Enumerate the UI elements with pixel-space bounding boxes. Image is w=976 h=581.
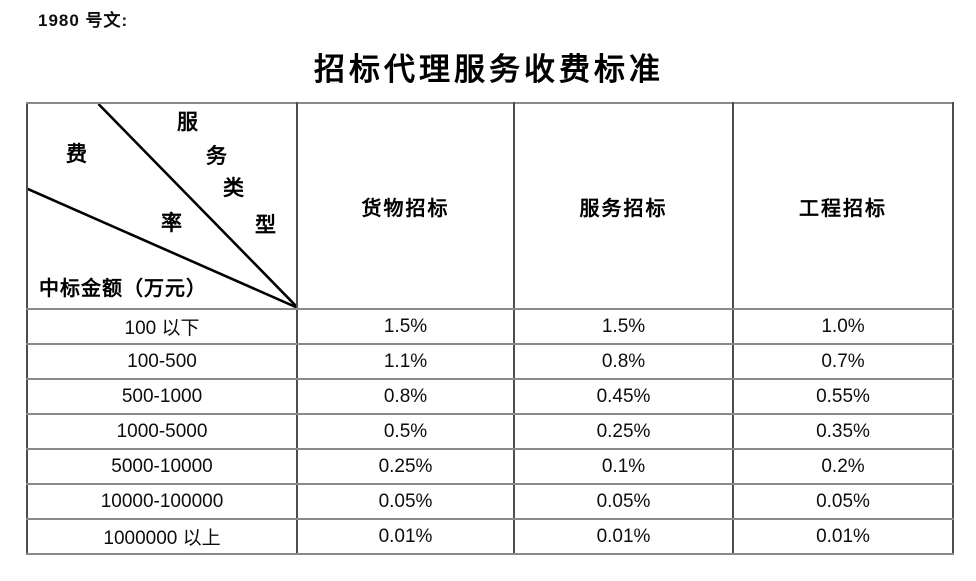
fee-value-cell: 0.05%: [732, 483, 954, 520]
table-row: 10000-100000 0.05% 0.05% 0.05%: [26, 483, 954, 520]
fee-value-cell: 0.55%: [732, 378, 954, 415]
fee-value-cell: 0.5%: [296, 413, 515, 450]
fee-value-cell: 0.01%: [732, 518, 954, 555]
fee-value-cell: 0.1%: [513, 448, 734, 485]
amount-range-cell: 1000-5000: [26, 413, 298, 450]
fee-value-cell: 0.25%: [513, 413, 734, 450]
page-title: 招标代理服务收费标准: [314, 52, 664, 88]
table-row: 1000-5000 0.5% 0.25% 0.35%: [26, 413, 954, 450]
corner-label-service-char3: 类: [223, 175, 244, 200]
amount-range-cell: 1000000 以上: [26, 518, 298, 555]
fee-value-cell: 0.7%: [732, 343, 954, 380]
amount-range-cell: 5000-10000: [26, 448, 298, 485]
diagonal-corner-cell: 服 费 务 类 率 型 中标金额（万元）: [26, 102, 298, 310]
header-row: 服 费 务 类 率 型 中标金额（万元） 货物招标 服务招标 工程招标: [26, 102, 954, 310]
fee-standard-table: 服 费 务 类 率 型 中标金额（万元） 货物招标 服务招标 工程招标 100 …: [26, 102, 954, 555]
fee-value-cell: 0.35%: [732, 413, 954, 450]
amount-range-cell: 100-500: [26, 343, 298, 380]
table-row: 100 以下 1.5% 1.5% 1.0%: [26, 308, 954, 345]
fee-value-cell: 0.05%: [513, 483, 734, 520]
corner-label-fee-char2: 率: [161, 210, 182, 235]
amount-range-cell: 100 以下: [26, 308, 298, 345]
fee-value-cell: 0.8%: [513, 343, 734, 380]
amount-range-cell: 10000-100000: [26, 483, 298, 520]
fee-value-cell: 0.25%: [296, 448, 515, 485]
diagonal-lines: [28, 104, 296, 308]
corner-label-amount: 中标金额（万元）: [39, 276, 207, 300]
fee-value-cell: 1.1%: [296, 343, 515, 380]
amount-range-cell: 500-1000: [26, 378, 298, 415]
fee-value-cell: 0.05%: [296, 483, 515, 520]
corner-label-fee-char1: 费: [66, 141, 87, 166]
table-row: 1000000 以上 0.01% 0.01% 0.01%: [26, 518, 954, 555]
fee-value-cell: 0.01%: [513, 518, 734, 555]
table-row: 500-1000 0.8% 0.45% 0.55%: [26, 378, 954, 415]
fee-value-cell: 0.45%: [513, 378, 734, 415]
column-header-goods-bidding: 货物招标: [296, 102, 515, 310]
column-header-engineering-bidding: 工程招标: [732, 102, 954, 310]
corner-label-service-char1: 服: [177, 109, 198, 134]
corner-label-service-char2: 务: [206, 143, 227, 168]
fee-value-cell: 0.01%: [296, 518, 515, 555]
table-row: 5000-10000 0.25% 0.1% 0.2%: [26, 448, 954, 485]
column-header-service-bidding: 服务招标: [513, 102, 734, 310]
fee-value-cell: 1.5%: [513, 308, 734, 345]
fee-value-cell: 1.0%: [732, 308, 954, 345]
corner-label-service-char4: 型: [255, 212, 276, 237]
table-row: 100-500 1.1% 0.8% 0.7%: [26, 343, 954, 380]
fee-value-cell: 1.5%: [296, 308, 515, 345]
fee-value-cell: 0.2%: [732, 448, 954, 485]
document-number: 1980 号文:: [38, 11, 129, 30]
fee-value-cell: 0.8%: [296, 378, 515, 415]
